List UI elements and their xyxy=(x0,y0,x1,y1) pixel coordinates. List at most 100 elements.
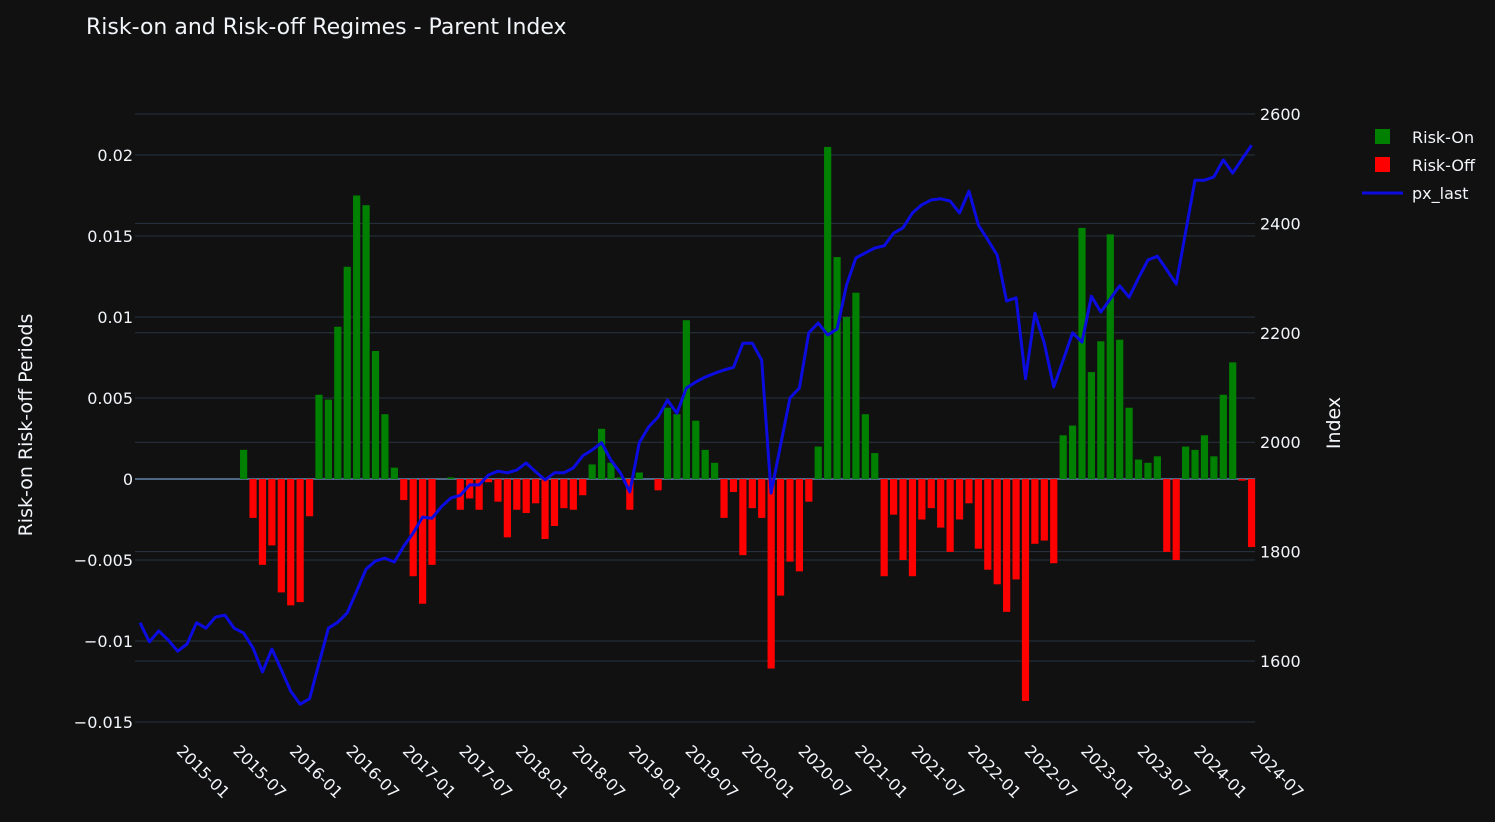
risk-off-bar xyxy=(795,479,803,572)
risk-off-bar xyxy=(739,479,747,556)
risk-off-bar xyxy=(513,479,521,510)
risk-on-bar xyxy=(1191,449,1199,479)
legend-swatch-risk-on xyxy=(1375,129,1390,144)
risk-on-bar xyxy=(1078,227,1086,479)
risk-on-bar xyxy=(334,326,342,479)
risk-off-bar xyxy=(1238,479,1246,481)
y-tick-label: 0 xyxy=(123,470,133,489)
risk-off-bar xyxy=(890,479,898,515)
y2-tick-label: 2400 xyxy=(1260,214,1301,233)
y-tick-label: 0.01 xyxy=(97,308,133,327)
x-tick-label: 2023-07 xyxy=(1134,741,1195,802)
risk-off-bar xyxy=(908,479,917,577)
risk-off-bar xyxy=(899,479,907,560)
y2-tick-label: 2600 xyxy=(1260,105,1301,124)
risk-off-bar xyxy=(419,479,427,604)
risk-on-bar xyxy=(701,449,709,479)
risk-off-bar xyxy=(1012,479,1020,580)
risk-off-bar xyxy=(776,479,785,596)
risk-off-bar xyxy=(579,479,587,496)
risk-on-bar xyxy=(842,317,851,479)
y2-tick-label: 2200 xyxy=(1260,324,1301,343)
risk-on-bar xyxy=(1116,339,1124,479)
risk-off-bar xyxy=(1040,479,1048,541)
risk-on-bar xyxy=(616,477,625,479)
risk-on-bar xyxy=(1144,462,1152,479)
risk-off-bar xyxy=(305,479,314,517)
x-tick-label: 2022-01 xyxy=(964,741,1025,802)
risk-on-bar xyxy=(371,351,380,479)
risk-off-bar xyxy=(503,479,511,538)
risk-off-bar xyxy=(1031,479,1039,544)
risk-off-bar xyxy=(249,479,257,518)
risk-off-bar xyxy=(767,479,775,669)
x-tick-label: 2021-07 xyxy=(908,741,969,802)
x-tick-label: 2017-07 xyxy=(455,741,516,802)
risk-on-bar xyxy=(1153,456,1161,479)
x-tick-label: 2015-07 xyxy=(229,741,290,802)
risk-off-bar xyxy=(494,479,502,502)
x-tick-label: 2023-01 xyxy=(1077,741,1138,802)
y-tick-label: 0.015 xyxy=(87,227,133,246)
risk-off-bar xyxy=(466,479,474,499)
risk-off-bar xyxy=(965,479,973,504)
risk-off-bar xyxy=(550,479,559,526)
risk-off-bar xyxy=(880,479,888,577)
y2-axis-title: Index xyxy=(1323,397,1345,449)
y-axis-title: Risk-on Risk-off Periods xyxy=(15,314,37,537)
y2-tick-label: 1800 xyxy=(1260,543,1301,562)
risk-on-bar xyxy=(1219,394,1227,479)
risk-off-bar xyxy=(1003,479,1011,612)
risk-off-bar xyxy=(927,479,935,509)
risk-on-bar xyxy=(1210,456,1218,479)
risk-on-bar xyxy=(607,462,615,479)
y-tick-label: −0.005 xyxy=(74,551,133,570)
risk-on-bar xyxy=(711,462,719,479)
x-tick-label: 2019-07 xyxy=(682,741,743,802)
risk-off-bar xyxy=(748,479,756,509)
risk-on-bar xyxy=(324,399,332,479)
x-tick-label: 2022-07 xyxy=(1021,741,1082,802)
risk-off-bar xyxy=(729,479,738,492)
risk-off-bar xyxy=(522,479,530,514)
risk-off-bar xyxy=(1050,479,1058,564)
x-tick-label: 2020-07 xyxy=(795,741,856,802)
risk-off-bar xyxy=(1163,479,1171,552)
risk-off-bar xyxy=(1021,479,1030,701)
x-tick-label: 2024-01 xyxy=(1190,741,1251,802)
risk-on-bar xyxy=(673,414,681,479)
risk-on-bar xyxy=(1068,425,1077,479)
risk-off-bar xyxy=(277,479,285,593)
x-tick-label: 2021-01 xyxy=(851,741,912,802)
risk-off-bar xyxy=(569,479,577,510)
risk-on-bar xyxy=(362,205,370,479)
risk-on-bar xyxy=(635,472,643,479)
x-tick-label: 2018-01 xyxy=(512,741,573,802)
risk-off-bar xyxy=(974,479,982,549)
risk-on-bar xyxy=(1200,435,1209,479)
risk-off-bar xyxy=(428,479,436,565)
x-tick-label: 2015-01 xyxy=(173,741,234,802)
risk-off-bar xyxy=(287,479,295,606)
y-tick-label: −0.01 xyxy=(84,632,133,651)
risk-off-bar xyxy=(937,479,945,528)
risk-off-bar xyxy=(805,479,813,502)
x-tick-label: 2018-07 xyxy=(568,741,629,802)
risk-on-bar xyxy=(588,464,596,479)
risk-on-bar xyxy=(824,146,832,479)
x-tick-label: 2016-07 xyxy=(342,741,403,802)
risk-on-bar xyxy=(381,414,389,479)
risk-on-bar xyxy=(240,449,248,479)
risk-off-bar xyxy=(560,479,568,509)
risk-on-bar xyxy=(315,394,323,479)
risk-off-bar xyxy=(984,479,992,570)
risk-off-bar xyxy=(918,479,926,520)
px-last-line xyxy=(138,144,1253,706)
y-tick-label: 0.005 xyxy=(87,389,133,408)
risk-on-bar xyxy=(353,195,361,479)
risk-off-bar xyxy=(626,479,634,510)
risk-on-bar xyxy=(447,477,455,479)
risk-off-bar xyxy=(993,479,1001,585)
y2-tick-label: 2000 xyxy=(1260,433,1301,452)
risk-off-bar xyxy=(400,479,408,501)
